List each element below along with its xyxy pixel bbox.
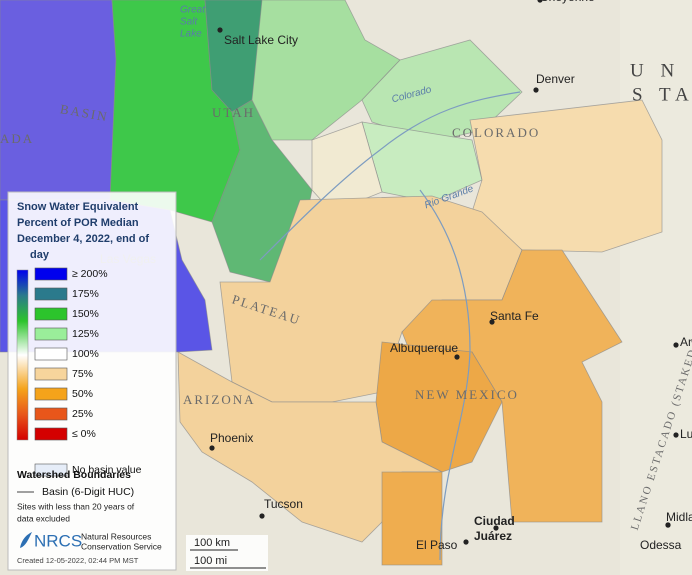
region-label: U N xyxy=(630,60,680,81)
legend-subtitle: Watershed Boundaries xyxy=(17,469,131,481)
legend-label: 50% xyxy=(72,388,93,400)
city-label: Ciudad xyxy=(474,514,515,528)
basemap-east xyxy=(620,0,692,575)
legend-title: day xyxy=(30,249,50,261)
city-dot xyxy=(489,319,495,325)
legend-swatch xyxy=(34,347,68,361)
water-label: Salt xyxy=(180,17,198,28)
legend-swatch xyxy=(34,287,68,301)
agency-name: Conservation Service xyxy=(81,541,162,551)
legend-swatch xyxy=(34,387,68,401)
city-label: Odessa xyxy=(640,538,682,552)
city-label: Lu xyxy=(680,427,692,441)
water-label: Lake xyxy=(180,29,202,40)
city-label: Santa Fe xyxy=(490,309,539,323)
scale-bar: 100 km 100 mi xyxy=(186,535,268,571)
city-label: Juárez xyxy=(474,529,512,543)
color-ramp xyxy=(16,269,29,441)
river xyxy=(419,189,471,561)
region-label: COLORADO xyxy=(452,125,540,140)
city-label: Midla xyxy=(666,510,692,524)
city-label: Am xyxy=(680,335,692,349)
river xyxy=(259,91,521,261)
city-dot xyxy=(463,539,469,545)
scale-label: 100 km xyxy=(194,537,230,549)
legend-label: 125% xyxy=(72,328,99,340)
legend: Snow Water Equivalent Percent of POR Medi… xyxy=(7,191,177,571)
city-dot xyxy=(493,525,499,531)
legend-swatch xyxy=(34,427,68,441)
city-label: Denver xyxy=(536,72,575,86)
agency-name: Natural Resources xyxy=(81,531,151,541)
scale-label: 100 mi xyxy=(194,555,227,567)
legend-label: 175% xyxy=(72,288,99,300)
legend-label: 75% xyxy=(72,368,93,380)
city-dot xyxy=(673,342,679,348)
basin xyxy=(469,99,663,253)
legend-box xyxy=(7,191,177,571)
region-label: ARIZONA xyxy=(183,392,256,407)
legend-title: December 4, 2022, end of xyxy=(17,233,149,245)
legend-swatch xyxy=(34,367,68,381)
legend-swatch xyxy=(34,307,68,321)
city-dot xyxy=(673,432,679,438)
agency-logo: NRCS xyxy=(34,531,82,550)
legend-swatch xyxy=(34,327,68,341)
legend-note: data excluded xyxy=(17,513,70,523)
city-label: Phoenix xyxy=(210,431,253,445)
legend-label: 25% xyxy=(72,408,93,420)
scale-box xyxy=(186,535,268,571)
created-note: Created 12-05-2022, 02:44 PM MST xyxy=(17,556,139,565)
region-label: S TA xyxy=(632,84,692,105)
legend-title: Percent of POR Median xyxy=(17,217,139,229)
rivers xyxy=(259,91,521,561)
legend-label: ≤ 0% xyxy=(72,428,96,440)
agency-icon xyxy=(20,532,32,548)
basin xyxy=(0,0,117,201)
legend-title: Snow Water Equivalent xyxy=(17,201,139,213)
city-label: Cheyenne xyxy=(540,0,595,4)
city-label: Albuquerque xyxy=(390,341,458,355)
legend-note: Sites with less than 20 years of xyxy=(17,501,135,511)
legend-label: 150% xyxy=(72,308,99,320)
city-dot xyxy=(209,445,215,451)
legend-label: Basin (6-Digit HUC) xyxy=(42,486,134,498)
legend-swatch xyxy=(34,267,68,281)
basin xyxy=(381,471,443,566)
city-label: El Paso xyxy=(416,538,458,552)
city-label: Tucson xyxy=(264,497,303,511)
city-dot xyxy=(537,0,543,3)
legend-label: No basin value xyxy=(72,464,142,476)
water-label: Great xyxy=(180,5,206,16)
region-label: UTAH xyxy=(212,105,255,120)
legend-label: ≥ 200% xyxy=(72,268,108,280)
region-label: NEW MEXICO xyxy=(415,387,519,402)
city-dot xyxy=(454,354,460,360)
city-dot xyxy=(259,513,265,519)
city-dot xyxy=(665,522,671,528)
legend-swatch xyxy=(34,463,68,477)
region-label: ADA xyxy=(0,131,34,146)
city-dot xyxy=(217,27,223,33)
legend-label: 100% xyxy=(72,348,99,360)
city-label: Salt Lake City xyxy=(224,33,298,47)
legend-swatch xyxy=(34,407,68,421)
city-dot xyxy=(533,87,539,93)
basin xyxy=(361,39,523,143)
